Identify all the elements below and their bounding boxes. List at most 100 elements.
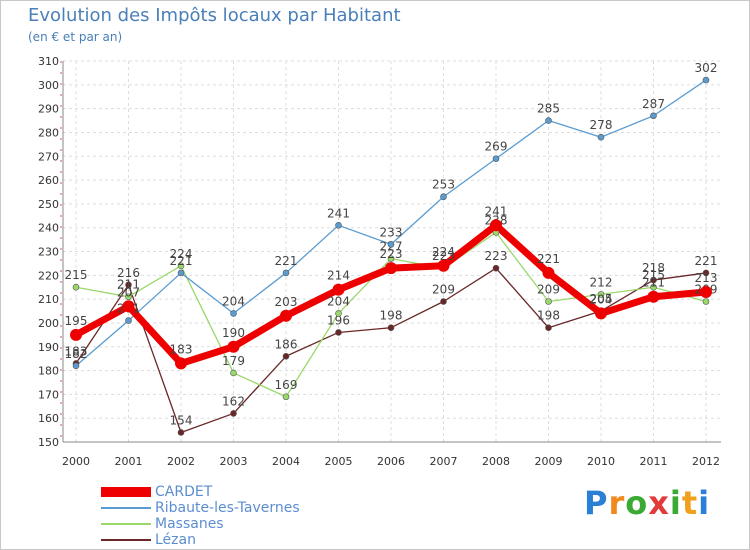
- x-tick-label: 2011: [640, 455, 668, 468]
- data-label: 285: [537, 102, 560, 116]
- data-label: 198: [537, 309, 560, 323]
- data-point: [227, 340, 240, 353]
- data-label: 223: [485, 249, 508, 263]
- legend-label: Ribaute-les-Tavernes: [155, 500, 300, 516]
- data-label: 209: [432, 283, 455, 297]
- data-point: [282, 352, 290, 360]
- legend-swatch: [101, 523, 151, 525]
- data-point: [650, 276, 657, 284]
- data-label: 186: [275, 337, 298, 351]
- y-tick-label: 200: [38, 317, 59, 330]
- data-label: 278: [590, 118, 613, 132]
- y-tick-label: 190: [38, 341, 59, 354]
- data-label: 221: [170, 254, 193, 268]
- data-label: 182: [65, 347, 88, 361]
- legend-swatch: [101, 487, 151, 497]
- y-tick-label: 150: [38, 436, 59, 449]
- data-label: 179: [222, 354, 245, 368]
- data-point: [542, 266, 555, 279]
- data-label: 204: [590, 292, 613, 306]
- data-label: 224: [170, 247, 193, 261]
- x-tick-label: 2005: [325, 455, 353, 468]
- data-point: [545, 117, 552, 124]
- y-tick-label: 160: [38, 412, 59, 425]
- data-point: [282, 393, 290, 401]
- data-label: 204: [222, 294, 245, 308]
- x-tick-label: 2006: [377, 455, 405, 468]
- data-point: [387, 241, 395, 248]
- data-point: [177, 429, 185, 436]
- data-label: 211: [117, 278, 140, 292]
- data-label: 207: [117, 285, 140, 299]
- data-point: [545, 324, 552, 332]
- data-label: 221: [695, 254, 718, 268]
- data-point: [177, 262, 185, 270]
- data-point: [335, 329, 342, 336]
- data-label: 224: [432, 245, 455, 259]
- y-tick-label: 300: [38, 79, 59, 92]
- chart-title: Evolution des Impôts locaux par Habitant: [28, 5, 401, 26]
- data-point: [387, 255, 395, 262]
- y-tick-label: 170: [38, 388, 59, 401]
- legend: CARDET Ribaute-les-Tavernes Massanes Lézan: [101, 484, 300, 548]
- x-tick-label: 2009: [535, 455, 563, 468]
- chart-subtitle: (en € et par an): [28, 30, 123, 44]
- data-label: 218: [642, 261, 665, 275]
- data-label: 223: [432, 249, 455, 263]
- data-point: [492, 155, 500, 162]
- x-tick-label: 2007: [430, 455, 458, 468]
- data-label: 190: [222, 326, 245, 340]
- data-point: [230, 310, 237, 317]
- y-tick-label: 210: [38, 293, 59, 306]
- data-point: [280, 309, 292, 322]
- x-tick-label: 2002: [167, 455, 195, 468]
- data-label: 169: [275, 378, 298, 392]
- data-point: [72, 362, 80, 370]
- data-point: [125, 317, 132, 324]
- data-point: [230, 410, 237, 417]
- data-point: [702, 76, 710, 84]
- y-tick-label: 220: [38, 269, 59, 282]
- data-point: [650, 283, 657, 291]
- data-label: 196: [327, 313, 350, 327]
- data-point: [122, 300, 135, 313]
- data-label: 203: [275, 295, 298, 309]
- y-tick-label: 290: [38, 103, 59, 116]
- y-tick-label: 280: [38, 126, 59, 139]
- data-label: 287: [642, 97, 665, 111]
- data-label: 214: [327, 269, 350, 283]
- x-tick-label: 2010: [587, 455, 615, 468]
- legend-item: CARDET: [101, 484, 300, 500]
- data-point: [647, 290, 660, 303]
- data-point: [335, 310, 342, 317]
- legend-item: Lézan: [101, 532, 300, 548]
- data-label: 269: [485, 140, 508, 154]
- data-point: [387, 324, 395, 332]
- data-label: 213: [695, 271, 718, 285]
- data-point: [282, 269, 290, 277]
- data-point: [72, 283, 80, 291]
- data-label: 215: [65, 268, 88, 282]
- x-tick-label: 2008: [482, 455, 510, 468]
- data-point: [70, 328, 82, 341]
- data-label: 162: [222, 394, 245, 408]
- data-label: 204: [327, 294, 350, 308]
- data-point: [490, 219, 502, 232]
- data-label: 221: [537, 252, 560, 266]
- data-point: [125, 281, 132, 289]
- x-tick-label: 2001: [115, 455, 143, 468]
- data-point: [702, 269, 710, 277]
- data-label: 205: [590, 292, 613, 306]
- data-point: [335, 222, 342, 229]
- data-point: [595, 307, 607, 320]
- data-point: [702, 298, 710, 305]
- proxiti-logo: Proxiti: [584, 484, 711, 522]
- data-point: [440, 193, 447, 201]
- legend-swatch: [101, 507, 151, 509]
- data-point: [700, 285, 712, 298]
- data-point: [230, 369, 237, 377]
- data-point: [492, 264, 500, 272]
- data-point: [597, 291, 605, 298]
- data-point: [440, 298, 447, 305]
